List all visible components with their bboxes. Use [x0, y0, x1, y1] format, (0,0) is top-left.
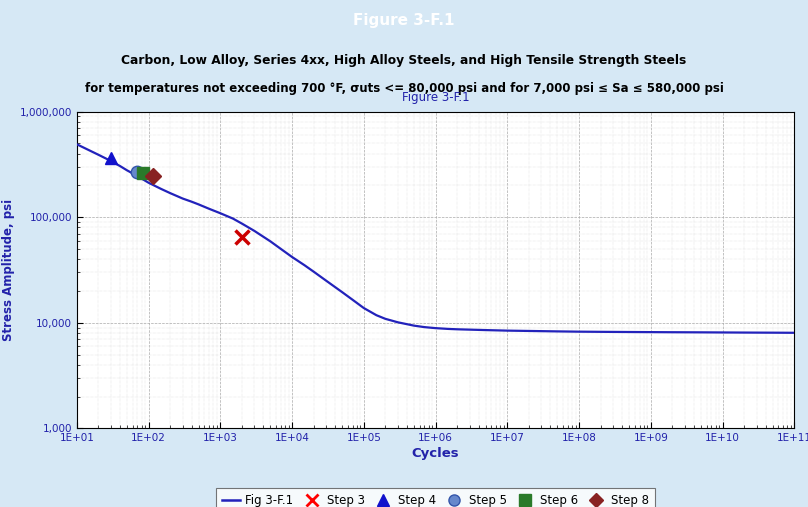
- Legend: Fig 3-F.1, Step 3, Step 4, Step 5, Step 6, Step 8: Fig 3-F.1, Step 3, Step 4, Step 5, Step …: [216, 488, 655, 507]
- Y-axis label: Stress Amplitude, psi: Stress Amplitude, psi: [2, 199, 15, 341]
- Text: Figure 3-F.1: Figure 3-F.1: [402, 91, 469, 103]
- Text: Carbon, Low Alloy, Series 4xx, High Alloy Steels, and High Tensile Strength Stee: Carbon, Low Alloy, Series 4xx, High Allo…: [121, 54, 687, 67]
- Text: Figure 3-F.1: Figure 3-F.1: [353, 13, 455, 28]
- X-axis label: Cycles: Cycles: [412, 448, 459, 460]
- Text: for temperatures not exceeding 700 °F, σuts <= 80,000 psi and for 7,000 psi ≤ Sa: for temperatures not exceeding 700 °F, σ…: [85, 82, 723, 95]
